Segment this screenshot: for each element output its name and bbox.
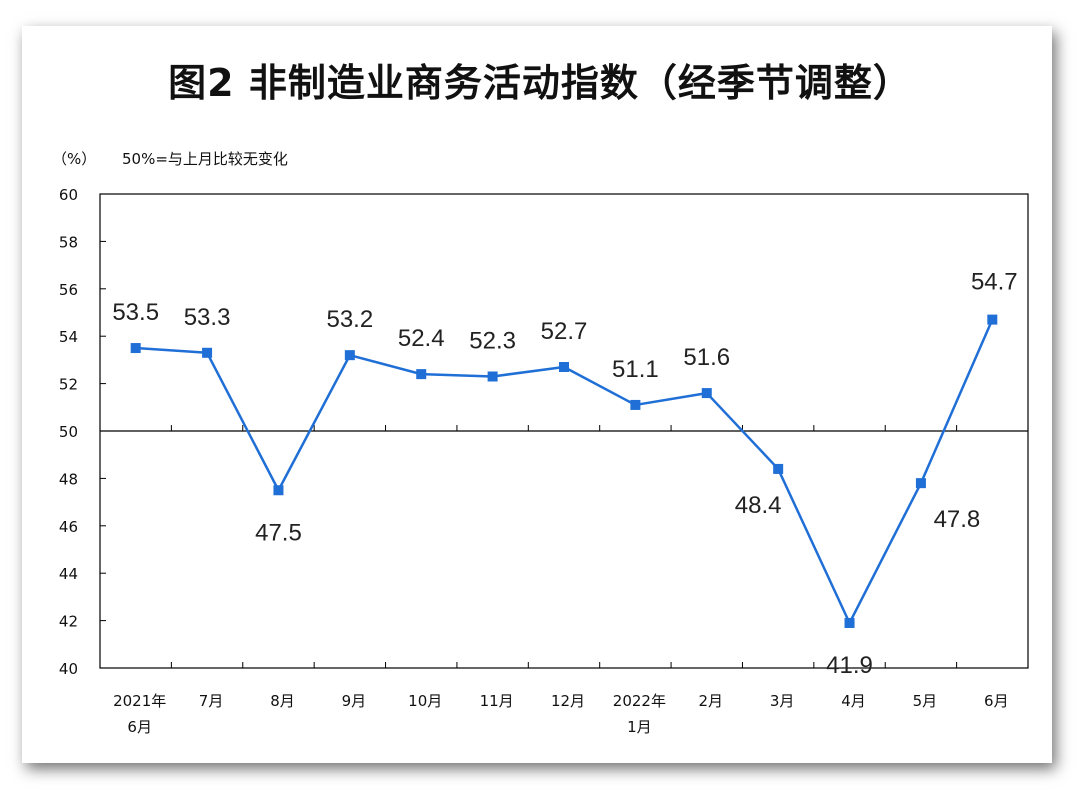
- data-label: 54.7: [971, 269, 1018, 296]
- x-tick-label: 6月: [127, 718, 152, 736]
- y-tick-label: 60: [59, 186, 78, 204]
- y-tick-label: 48: [59, 470, 78, 488]
- x-tick-label: 2月: [698, 692, 723, 710]
- data-point: [202, 347, 213, 358]
- data-label: 53.3: [184, 304, 231, 331]
- data-label: 52.3: [469, 327, 516, 354]
- x-tick-label: 4月: [841, 692, 866, 710]
- data-point: [701, 388, 712, 399]
- x-tick-label: 1月: [627, 718, 652, 736]
- data-point: [487, 371, 498, 382]
- y-tick-label: 56: [59, 281, 78, 299]
- data-point: [915, 478, 926, 489]
- y-tick-label: 40: [59, 660, 78, 678]
- data-point: [273, 485, 284, 496]
- data-label: 41.9: [826, 652, 873, 679]
- chart-frame: [22, 26, 1052, 763]
- data-point: [987, 314, 998, 325]
- chart-title: 图2 非制造业商务活动指数（经季节调整）: [168, 61, 912, 105]
- data-label: 53.2: [326, 306, 373, 333]
- x-tick-label: 12月: [551, 692, 585, 710]
- data-point: [773, 463, 784, 474]
- x-tick-label: 2021年: [113, 692, 166, 710]
- x-tick-label: 5月: [913, 692, 938, 710]
- data-label: 48.4: [735, 492, 782, 519]
- data-label: 51.6: [683, 344, 730, 371]
- y-tick-label: 54: [59, 328, 78, 346]
- data-point: [130, 343, 141, 354]
- x-tick-label: 9月: [342, 692, 367, 710]
- x-tick-label: 6月: [984, 692, 1009, 710]
- data-point: [416, 369, 427, 380]
- data-point: [344, 350, 355, 361]
- data-point: [559, 362, 569, 373]
- x-tick-label: 8月: [270, 692, 295, 710]
- data-label: 47.5: [255, 519, 302, 546]
- y-tick-label: 50: [59, 423, 78, 441]
- data-label: 52.4: [398, 325, 445, 352]
- data-label: 52.7: [541, 318, 588, 345]
- y-tick-label: 52: [59, 376, 78, 394]
- data-label: 53.5: [112, 299, 159, 326]
- x-tick-label: 11月: [480, 692, 514, 710]
- reference-note: 50%=与上月比较无变化: [122, 150, 288, 168]
- y-tick-label: 46: [59, 518, 78, 536]
- y-tick-label: 44: [59, 565, 78, 583]
- x-tick-label: 2022年: [613, 692, 666, 710]
- y-tick-label: 42: [59, 613, 78, 631]
- data-label: 51.1: [612, 356, 659, 383]
- data-label: 47.8: [934, 506, 981, 533]
- x-tick-label: 3月: [770, 692, 795, 710]
- y-unit-label: （%）: [52, 150, 97, 168]
- x-tick-label: 10月: [408, 692, 442, 710]
- y-tick-label: 58: [59, 233, 78, 251]
- data-point: [630, 399, 641, 410]
- data-point: [844, 617, 855, 628]
- x-tick-label: 7月: [199, 692, 224, 710]
